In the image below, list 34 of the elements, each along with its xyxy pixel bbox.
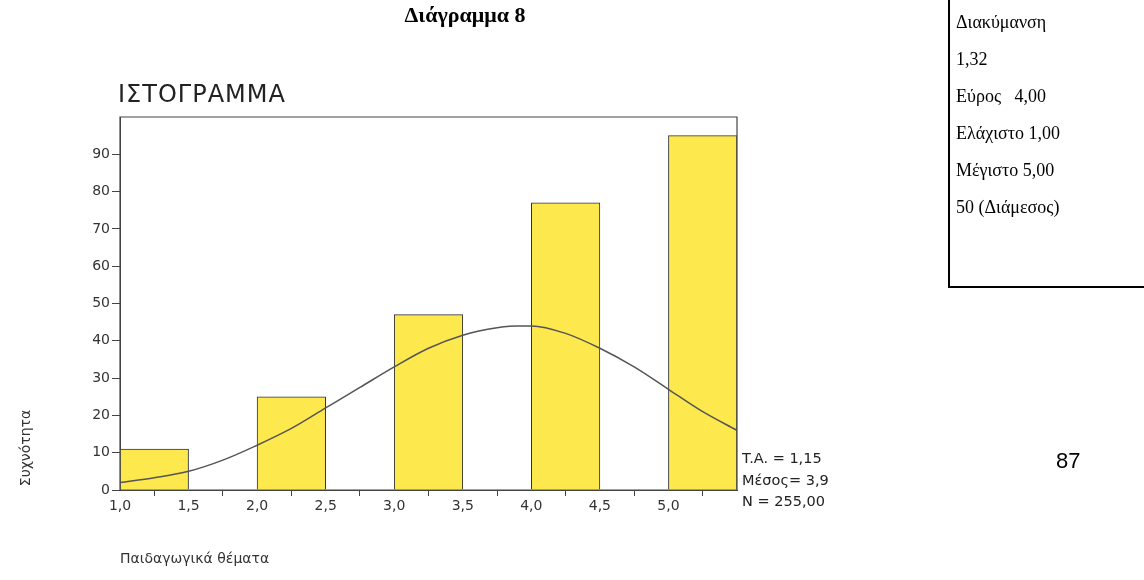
y-axis-title: Συχνότητα <box>17 408 33 489</box>
y-tick-label: 80 <box>92 182 110 199</box>
text: N = 255,00 <box>742 492 826 511</box>
y-tick-label: 20 <box>92 406 110 423</box>
text: Μέγιστο 5,00 <box>956 159 1056 182</box>
y-tick-label: 0 <box>101 480 110 497</box>
y-tick-label: 90 <box>92 144 110 161</box>
text: Εύρος 4,00 <box>956 85 1048 108</box>
y-tick-label: 50 <box>92 294 110 311</box>
text: 50 (Διάμεσος) <box>956 196 1061 219</box>
x-tick-label: 2,5 <box>314 497 337 514</box>
chart-subtitle: ΙΣΤΟΓΡΑΜΜΑ <box>118 80 286 108</box>
x-axis-title: Παιδαγωγικά θέματα <box>120 550 270 566</box>
y-tick-label: 10 <box>92 443 110 460</box>
x-tick-label: 2,0 <box>245 497 269 514</box>
x-tick-label: 1,0 <box>108 497 132 514</box>
y-tick-label: 60 <box>92 256 110 273</box>
x-tick-label: 4,5 <box>588 497 612 514</box>
x-tick-label: 4,0 <box>520 497 543 514</box>
text: 1,32 <box>956 48 989 71</box>
y-tick-label: 40 <box>92 331 110 348</box>
chart-title: Διάγραμμα 8 <box>403 2 527 28</box>
y-tick-label: 30 <box>92 368 110 385</box>
text: 87 <box>1056 448 1081 474</box>
x-tick-label: 5,0 <box>657 497 680 514</box>
x-tick-label: 3,5 <box>451 497 474 514</box>
line-series <box>120 325 737 484</box>
x-tick-label: 1,5 <box>177 497 200 514</box>
text: Διακύμανση <box>956 11 1048 34</box>
text: Ελάχιστο 1,00 <box>956 122 1061 145</box>
text: Μέσος= 3,9 <box>742 470 829 490</box>
text: T.A. = 1,15 <box>742 449 823 468</box>
y-tick-label: 70 <box>92 219 110 236</box>
x-tick-label: 3,0 <box>383 497 406 514</box>
